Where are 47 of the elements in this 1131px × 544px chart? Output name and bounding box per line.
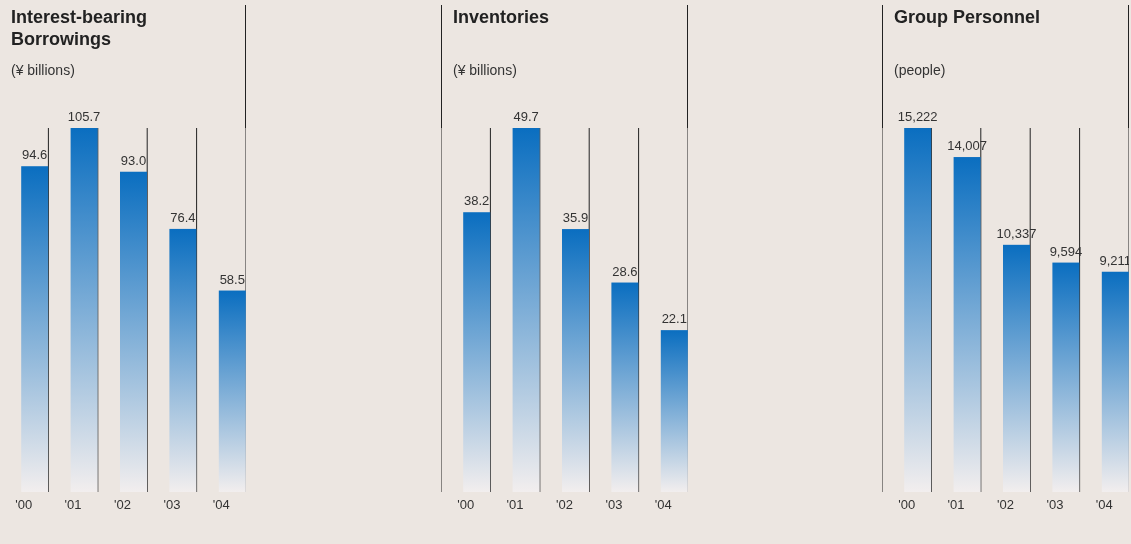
bar xyxy=(1003,244,1030,492)
x-tick-label: '00 xyxy=(898,497,916,513)
x-tick-label: '02 xyxy=(556,497,573,513)
x-tick-label: '00 xyxy=(15,497,33,513)
x-tick-label: '03 xyxy=(605,497,623,513)
x-tick-label: '04 xyxy=(654,497,672,513)
data-label: 49.7 xyxy=(513,109,539,124)
bar xyxy=(169,228,197,492)
chart-subtitle: (¥ billions) xyxy=(11,62,75,78)
data-label: 58.5 xyxy=(219,271,245,287)
data-label: 35.9 xyxy=(562,210,589,226)
bar xyxy=(21,166,49,492)
bar xyxy=(218,290,246,492)
data-label: 38.2 xyxy=(464,193,490,209)
bar xyxy=(611,282,639,492)
chart-subtitle: (people) xyxy=(894,62,946,78)
data-label: 94.6 xyxy=(22,147,48,163)
x-tick-label: '03 xyxy=(1046,497,1064,513)
x-tick-label: '01 xyxy=(947,497,965,513)
bar xyxy=(660,330,688,492)
bar xyxy=(1052,262,1080,492)
x-tick-label: '00 xyxy=(457,497,475,513)
chart-title: Inventories xyxy=(453,6,551,28)
bar xyxy=(562,229,589,492)
data-label: 93.0 xyxy=(120,152,147,168)
bar xyxy=(1101,271,1129,492)
bar xyxy=(512,128,540,492)
bar xyxy=(70,128,98,492)
data-label: 76.4 xyxy=(170,209,196,225)
data-label: 28.6 xyxy=(612,263,638,279)
x-tick-label: '02 xyxy=(997,497,1014,513)
bar xyxy=(463,212,491,492)
bar xyxy=(904,128,932,492)
bar xyxy=(953,157,981,492)
data-label: 15,222 xyxy=(897,109,938,124)
data-label: 105.7 xyxy=(67,109,101,124)
chart-title: Interest-bearing Borrowings xyxy=(11,6,149,50)
x-tick-label: '04 xyxy=(1095,497,1113,513)
x-tick-label: '01 xyxy=(64,497,82,513)
x-tick-label: '04 xyxy=(212,497,230,513)
bar xyxy=(120,171,147,492)
x-tick-label: '02 xyxy=(114,497,131,513)
chart-subtitle: (¥ billions) xyxy=(453,62,517,78)
x-tick-label: '03 xyxy=(163,497,181,513)
chart-title: Group Personnel xyxy=(894,6,1042,28)
x-tick-label: '01 xyxy=(506,497,524,513)
data-label: 22.1 xyxy=(661,311,687,327)
